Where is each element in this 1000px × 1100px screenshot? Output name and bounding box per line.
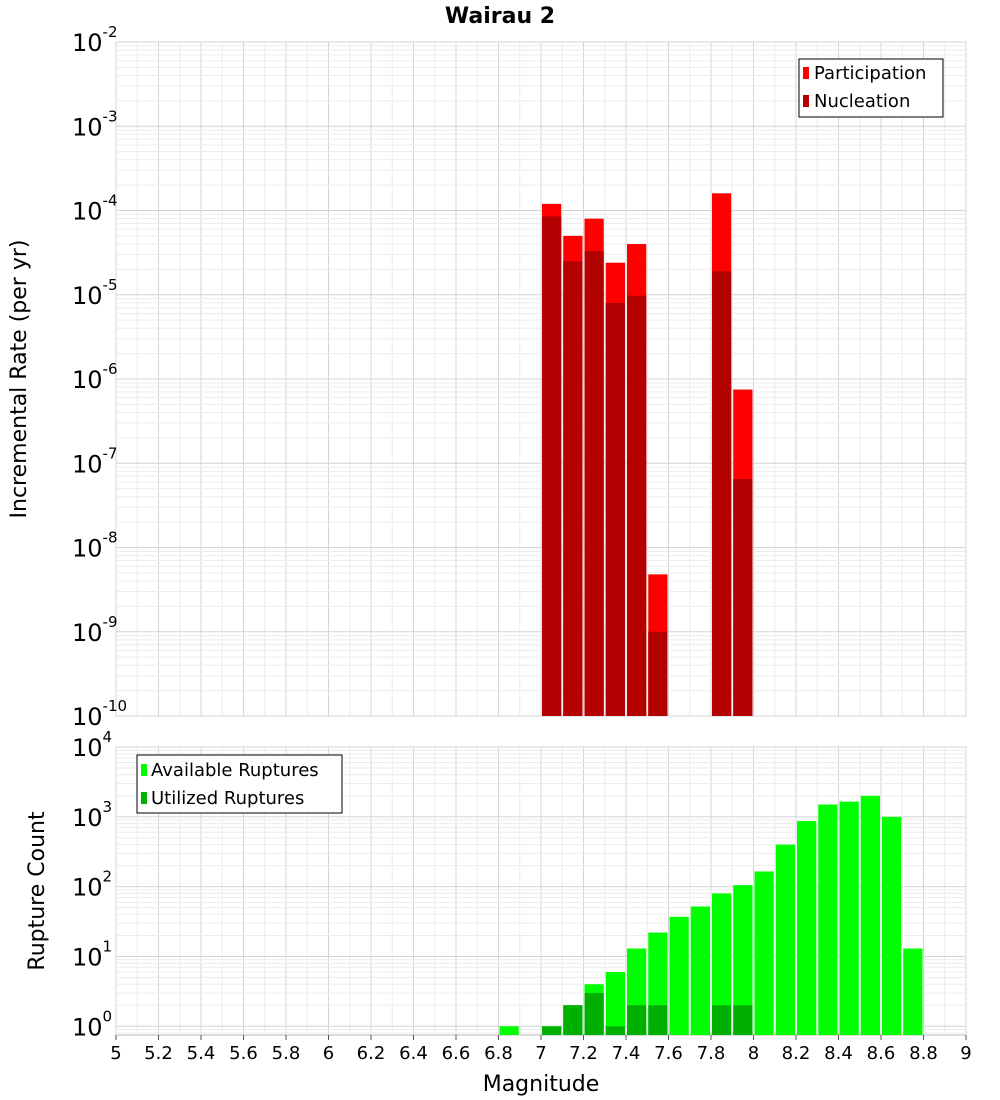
x-tick-label: 8 (748, 1043, 759, 1064)
bar-available-ruptures-8p5 (860, 795, 880, 1035)
y-tick-label: 10-7 (72, 444, 118, 478)
x-tick-label: 6.4 (399, 1043, 428, 1064)
x-tick-label: 6.8 (484, 1043, 513, 1064)
bar-nucleation-7p5 (648, 631, 668, 716)
x-tick-label: 8.4 (824, 1043, 853, 1064)
bar-available-ruptures-8p3 (818, 804, 838, 1035)
legend-swatch-available-ruptures (141, 764, 147, 776)
x-tick-label: 7.2 (569, 1043, 598, 1064)
x-tick-label: 5.6 (229, 1043, 258, 1064)
count-grid (115, 746, 967, 1035)
bar-utilized-ruptures-7p9 (733, 1005, 753, 1035)
bar-available-ruptures-8 (754, 871, 774, 1035)
x-tick-label: 8.2 (782, 1043, 811, 1064)
count-legend: Available Ruptures Utilized Ruptures (136, 754, 343, 814)
bar-available-ruptures-7p9 (733, 885, 753, 1035)
x-tick-label: 8.6 (867, 1043, 896, 1064)
bar-utilized-ruptures-7p5 (648, 1005, 668, 1035)
count-y-ticks: 100 101 102 103 104 (72, 728, 112, 1041)
x-tick-label: 9 (960, 1043, 971, 1064)
bar-nucleation-7p1 (563, 261, 583, 716)
x-tick-label: 5.4 (187, 1043, 216, 1064)
rate-panel: 10-10 10-9 10-8 10-7 10-6 10-5 10-4 10-3 10-2 In… (7, 23, 967, 731)
y-tick-label: 10-6 (72, 360, 118, 394)
y-tick-label: 10-8 (72, 529, 118, 563)
count-legend-box (136, 754, 343, 814)
bar-utilized-ruptures-7p4 (627, 1005, 647, 1035)
bar-utilized-ruptures-7p2 (584, 992, 604, 1035)
x-tick-label: 7 (535, 1043, 546, 1064)
y-tick-label: 101 (72, 937, 112, 971)
rate-y-axis-label: Incremental Rate (per yr) (7, 240, 32, 519)
x-axis-label: Magnitude (483, 1072, 600, 1097)
bar-nucleation-7p2 (584, 251, 604, 717)
rate-bars (542, 193, 753, 717)
y-tick-label: 100 (72, 1007, 112, 1041)
legend-label-available-ruptures: Available Ruptures (151, 760, 319, 781)
y-tick-label: 10-3 (72, 107, 118, 141)
x-tick-label: 8.8 (909, 1043, 938, 1064)
bar-available-ruptures-7p7 (690, 906, 710, 1035)
bar-available-ruptures-7p8 (712, 893, 732, 1035)
y-tick-label: 10-5 (72, 276, 118, 310)
count-y-axis-label: Rupture Count (25, 811, 50, 971)
bar-available-ruptures-7p3 (605, 971, 625, 1035)
bar-utilized-ruptures-7p1 (563, 1005, 583, 1035)
x-tick-label: 7.8 (697, 1043, 726, 1064)
rate-y-ticks: 10-10 10-9 10-8 10-7 10-6 10-5 10-4 10-3 10-2 (72, 23, 127, 731)
x-tick-label: 7.6 (654, 1043, 683, 1064)
x-tick-label: 6.6 (442, 1043, 471, 1064)
y-tick-label: 102 (72, 868, 112, 902)
bar-nucleation-7 (542, 216, 562, 716)
bar-utilized-ruptures-7p3 (605, 1026, 625, 1035)
rate-legend: Participation Nucleation (798, 58, 944, 118)
bar-available-ruptures-8p1 (775, 844, 795, 1035)
y-tick-label: 10-9 (72, 613, 118, 647)
x-tick-label: 7.4 (612, 1043, 641, 1064)
legend-swatch-utilized-ruptures (141, 792, 147, 804)
y-tick-label: 10-10 (72, 697, 127, 731)
bar-available-ruptures-7p6 (669, 916, 689, 1035)
y-tick-label: 10-4 (72, 192, 118, 226)
bar-nucleation-7p9 (733, 479, 753, 716)
bar-available-ruptures-8p4 (839, 801, 859, 1035)
y-tick-label: 103 (72, 798, 112, 832)
magnitude-x-ticks: 5 5.2 5.4 5.6 5.8 6 6.2 6.4 6.6 6.8 7 7.2 7.4 7.6 7.8 8… (110, 1035, 972, 1064)
bar-utilized-ruptures-7 (542, 1026, 562, 1035)
rate-legend-box (798, 58, 944, 118)
x-tick-label: 6.2 (357, 1043, 386, 1064)
count-panel: 100 101 102 103 104 5 5.2 5.4 5.6 5.8 6 6.2 6.4 6.6 6… (25, 728, 972, 1097)
legend-label-utilized-ruptures: Utilized Ruptures (151, 788, 304, 809)
x-tick-label: 6 (323, 1043, 334, 1064)
bar-available-ruptures-8p7 (903, 948, 923, 1035)
legend-label-participation: Participation (814, 63, 926, 84)
x-tick-label: 5.8 (272, 1043, 301, 1064)
bar-nucleation-7p4 (627, 295, 647, 716)
bar-available-ruptures-8p2 (797, 821, 817, 1035)
x-tick-label: 5 (110, 1043, 121, 1064)
legend-label-nucleation: Nucleation (814, 91, 910, 112)
x-tick-label: 5.2 (144, 1043, 173, 1064)
legend-swatch-nucleation (803, 95, 809, 107)
bar-available-ruptures-6p8 (499, 1026, 519, 1035)
bar-utilized-ruptures-7p8 (712, 1005, 732, 1035)
y-tick-label: 104 (72, 728, 112, 762)
bar-nucleation-7p8 (712, 271, 732, 716)
legend-swatch-participation (803, 67, 809, 79)
count-bars (499, 795, 923, 1035)
y-tick-label: 10-2 (72, 23, 118, 57)
rate-grid (115, 41, 967, 717)
bar-available-ruptures-8p6 (882, 816, 902, 1035)
bar-nucleation-7p3 (605, 302, 625, 716)
chart-title: Wairau 2 (445, 4, 555, 29)
